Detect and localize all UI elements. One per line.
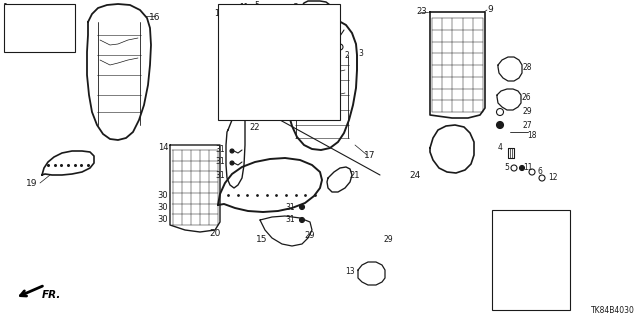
Text: 23: 23 [417,7,428,17]
Circle shape [520,165,525,171]
Text: 30: 30 [157,215,168,225]
Text: 11: 11 [239,4,249,12]
Text: 12: 12 [214,10,224,19]
Circle shape [230,149,234,153]
Circle shape [300,204,305,210]
Text: 22: 22 [250,124,260,132]
Text: 14: 14 [157,143,168,153]
Text: 12: 12 [548,173,557,182]
Text: 30: 30 [157,190,168,199]
Bar [492,210,570,310]
Text: 31: 31 [215,171,225,180]
Text: 16: 16 [149,13,161,22]
Text: 20: 20 [209,229,221,238]
Text: 13: 13 [345,268,355,276]
Text: 19: 19 [26,179,38,188]
Text: 6: 6 [228,5,234,14]
Text: 5: 5 [255,2,259,11]
Text: 3: 3 [358,49,364,58]
Text: 29: 29 [305,231,316,241]
Text: 18: 18 [527,131,537,140]
Text: 2: 2 [344,51,349,60]
Circle shape [300,218,305,222]
Text: 8: 8 [292,4,298,12]
Circle shape [249,16,255,22]
Text: 11: 11 [524,164,532,172]
Text: 24: 24 [410,171,420,180]
Text: 31: 31 [285,215,295,225]
Text: 31: 31 [215,157,225,166]
Bar [4,4,75,52]
Text: 28: 28 [522,63,532,73]
Text: 26: 26 [521,93,531,102]
Text: 29: 29 [522,108,532,116]
Text: TK84B4030: TK84B4030 [591,306,635,315]
Circle shape [497,122,504,129]
Text: 15: 15 [256,236,268,244]
Text: FR.: FR. [42,290,61,300]
Text: 10: 10 [280,68,290,76]
Text: 4: 4 [269,7,273,17]
Text: 17: 17 [364,150,376,159]
Text: 5: 5 [504,164,509,172]
Text: 1: 1 [3,4,9,12]
Bar [218,4,340,120]
Text: 31: 31 [215,146,225,155]
Text: 7: 7 [493,266,497,275]
Circle shape [230,161,234,165]
Text: 30: 30 [157,204,168,212]
Text: 25: 25 [555,223,565,233]
Text: 27: 27 [522,121,532,130]
Text: 29: 29 [383,236,393,244]
Text: 4: 4 [497,143,502,153]
Text: 21: 21 [349,171,360,180]
Text: 9: 9 [487,5,493,14]
Text: 31: 31 [285,203,295,212]
Text: 6: 6 [538,167,543,177]
